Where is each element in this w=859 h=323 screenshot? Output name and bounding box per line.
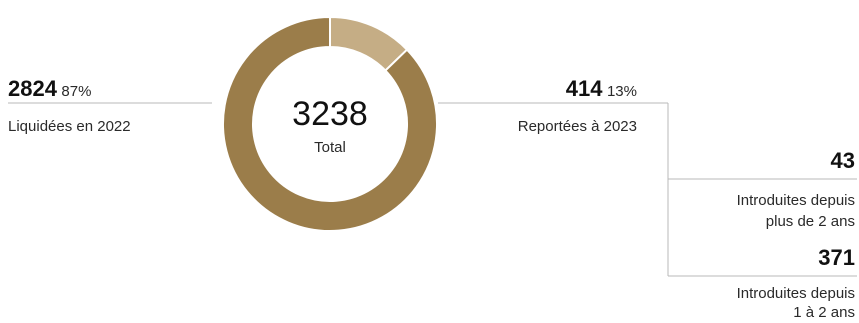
slice-liquidees-percent: 87% — [61, 83, 92, 100]
leader-lines — [8, 102, 857, 277]
slice-reportees-annotation: 414 13% — [566, 76, 637, 102]
breakdown-371-label-line2: 1 à 2 ans — [793, 304, 855, 321]
breakdown-43-label-line2: plus de 2 ans — [765, 213, 855, 230]
breakdown-371-label-line1: Introduites depuis — [736, 285, 855, 302]
breakdown-371-value: 371 — [818, 245, 855, 270]
total-value: 3238 — [292, 95, 368, 133]
slice-reportees-percent: 13% — [606, 83, 637, 100]
slice-liquidees-annotation: 2824 87% — [8, 76, 91, 102]
slice-liquidees-label: Liquidées en 2022 — [8, 118, 131, 135]
breakdown-43-value: 43 — [830, 148, 855, 173]
slice-liquidees — [222, 15, 438, 232]
slice-reportees-value: 414 — [565, 76, 603, 101]
slice-liquidees-value: 2824 — [8, 76, 57, 101]
donut-slices — [222, 15, 438, 232]
total-label: Total — [314, 139, 346, 156]
slice-reportees-label: Reportées à 2023 — [517, 118, 637, 135]
breakdown-43-label-line1: Introduites depuis — [736, 192, 855, 209]
